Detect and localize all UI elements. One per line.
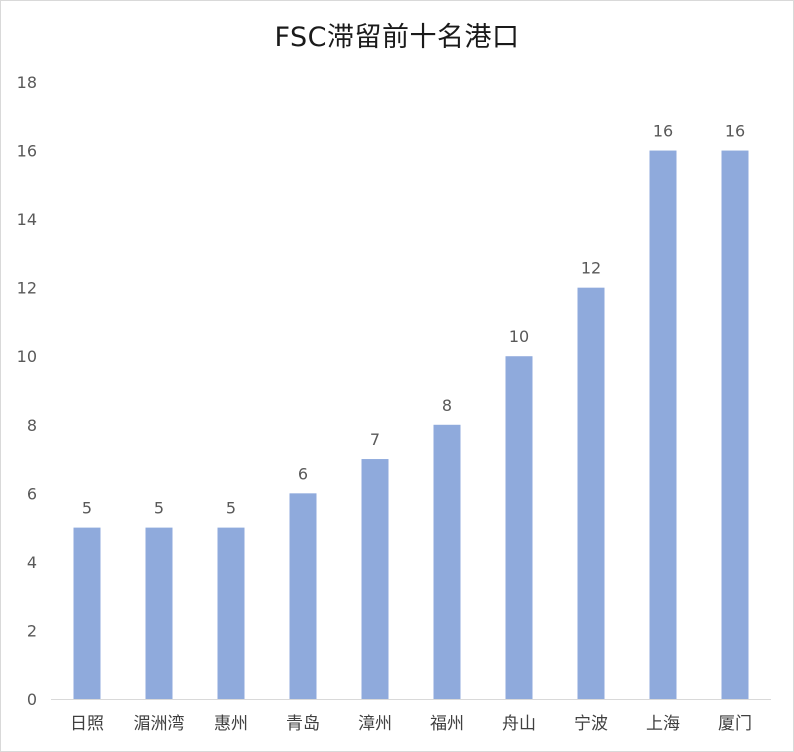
bar-value-label: 12	[581, 259, 601, 278]
x-category-label: 上海	[646, 714, 680, 734]
bar-value-label: 16	[725, 122, 745, 141]
y-tick-label: 12	[17, 279, 37, 298]
bars	[73, 150, 749, 700]
bar-value-label: 5	[154, 499, 164, 518]
bar-value-label: 5	[226, 499, 236, 518]
x-category-label: 漳州	[358, 714, 392, 734]
x-category-label: 福州	[430, 714, 464, 734]
x-category-label: 青岛	[286, 714, 320, 734]
y-tick-label: 4	[27, 553, 37, 572]
y-tick-label: 8	[27, 416, 37, 435]
bar-value-label: 10	[509, 327, 529, 346]
y-tick-label: 10	[17, 347, 37, 366]
x-axis: 日照 湄洲湾 惠州 青岛 漳州 福州 舟山 宁波 上海 厦门	[51, 699, 771, 734]
bar	[649, 150, 677, 700]
x-category-label: 宁波	[574, 714, 608, 734]
y-axis: 0 2 4 6 8 10 12 14 16 18	[17, 73, 37, 709]
bar-value-label: 7	[370, 430, 380, 449]
y-tick-label: 18	[17, 73, 37, 92]
y-tick-label: 14	[17, 210, 37, 229]
bar	[73, 527, 101, 699]
chart-title: FSC滞留前十名港口	[274, 22, 520, 53]
bar-value-label: 16	[653, 122, 673, 141]
bar	[505, 356, 533, 699]
x-category-label: 惠州	[214, 714, 248, 734]
y-tick-label: 16	[17, 142, 37, 161]
bar	[289, 493, 317, 699]
x-category-label: 湄洲湾	[134, 714, 185, 734]
x-category-label: 日照	[70, 714, 104, 734]
bar	[721, 150, 749, 700]
bar	[145, 527, 173, 699]
bar	[361, 459, 389, 699]
data-labels: 5 5 5 6 7 8 10 12 16 16	[82, 122, 745, 518]
y-tick-label: 6	[27, 484, 37, 503]
bar	[577, 287, 605, 699]
bar-value-label: 5	[82, 499, 92, 518]
x-category-label: 厦门	[718, 714, 752, 734]
bar-value-label: 6	[298, 464, 308, 483]
y-tick-label: 2	[27, 621, 37, 640]
bar	[217, 527, 245, 699]
bar-value-label: 8	[442, 396, 452, 415]
y-tick-label: 0	[27, 690, 37, 709]
bar	[433, 424, 461, 699]
x-category-label: 舟山	[502, 714, 536, 734]
